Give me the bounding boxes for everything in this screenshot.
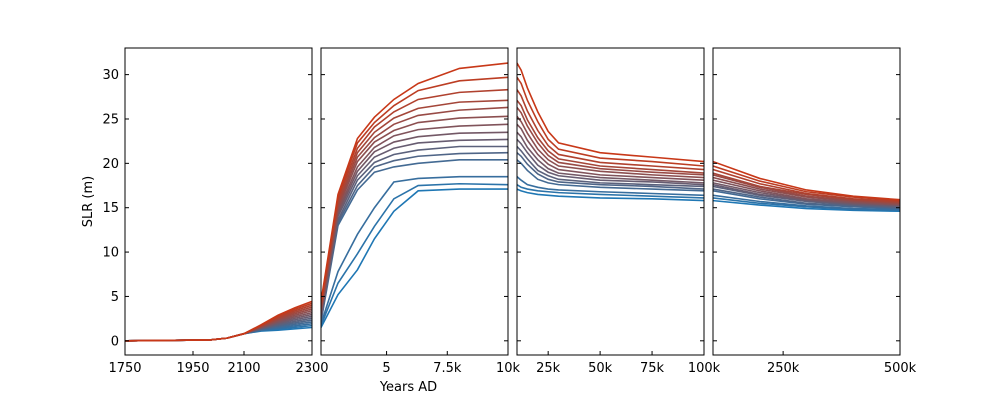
series-line <box>517 76 704 167</box>
series-line <box>713 179 900 206</box>
series-line <box>321 175 508 325</box>
series-line <box>517 131 704 184</box>
series-line <box>713 197 900 212</box>
series-line <box>321 188 508 328</box>
x-tick-label: 250k <box>767 361 800 376</box>
series-line <box>517 188 704 202</box>
series-line <box>321 145 508 319</box>
axes-frame <box>712 47 901 356</box>
x-tick-label: 100k <box>688 361 721 376</box>
lines <box>713 160 900 213</box>
x-tick-label: 1750 <box>108 361 141 376</box>
y-tick-label: 15 <box>102 201 119 216</box>
series-line <box>713 194 900 211</box>
series-line <box>321 76 508 304</box>
series-line <box>321 88 508 306</box>
series-line <box>517 138 704 186</box>
series-line <box>713 165 900 202</box>
series-line <box>713 176 900 205</box>
x-axis-label: Years AD <box>379 380 437 395</box>
x-tick-label: 5 <box>382 361 390 376</box>
series-line <box>517 176 704 197</box>
lines <box>125 300 312 342</box>
axes-frame <box>516 47 705 356</box>
series-line <box>713 172 900 204</box>
axes-frame <box>320 47 509 356</box>
x-tick-label: 500k <box>884 361 917 376</box>
series-line <box>713 190 900 210</box>
y-tick-label: 20 <box>102 157 119 172</box>
series-line <box>125 300 312 342</box>
axes-frame <box>124 47 313 356</box>
series-line <box>713 160 900 201</box>
series-line <box>517 106 704 176</box>
series-line <box>321 62 508 302</box>
y-tick-label: 25 <box>102 112 119 127</box>
series-line <box>517 62 704 163</box>
series-line <box>713 174 900 205</box>
x-tick-label: 75k <box>640 361 665 376</box>
x-tick-label: 25k <box>536 361 561 376</box>
series-line <box>321 159 508 323</box>
series-line <box>321 99 508 308</box>
y-axis-label: SLR (m) <box>81 176 96 227</box>
y-tick-label: 5 <box>111 290 119 305</box>
x-tick-label: 2300 <box>295 361 328 376</box>
x-tick-label: 50k <box>588 361 613 376</box>
series-line <box>517 152 704 190</box>
series-line <box>321 151 508 321</box>
x-tick-label: 10k <box>496 361 521 376</box>
lines <box>517 62 704 202</box>
x-tick-label: 2100 <box>227 361 260 376</box>
series-line <box>321 182 508 326</box>
y-tick-label: 0 <box>111 334 119 349</box>
series-line <box>713 199 900 213</box>
series-line <box>713 185 900 208</box>
lines <box>321 62 508 328</box>
series-line <box>517 145 704 188</box>
x-tick-label: 1950 <box>176 361 209 376</box>
series-line <box>321 106 508 309</box>
series-line <box>713 188 900 209</box>
series-line <box>517 115 704 179</box>
x-tick-label: 7.5k <box>433 361 462 376</box>
series-line <box>713 168 900 203</box>
series-line <box>713 183 900 207</box>
series-line <box>321 138 508 317</box>
series-line <box>517 99 704 174</box>
series-line <box>517 89 704 171</box>
series-line <box>321 131 508 315</box>
series-line <box>321 115 508 311</box>
y-tick-label: 10 <box>102 246 119 261</box>
series-line <box>517 159 704 192</box>
series-line <box>517 123 704 182</box>
y-tick-label: 30 <box>102 68 119 83</box>
series-line <box>321 123 508 313</box>
series-line <box>517 183 704 199</box>
